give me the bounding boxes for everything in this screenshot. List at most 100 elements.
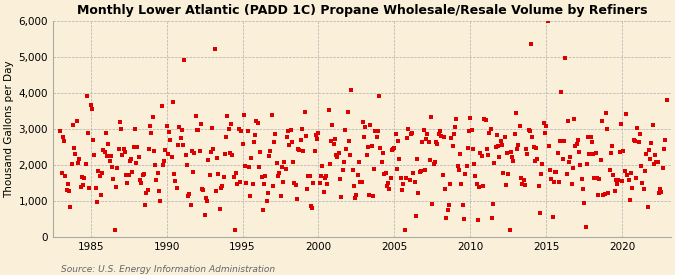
Point xyxy=(271,161,282,165)
Point xyxy=(344,139,354,143)
Point xyxy=(614,150,625,155)
Point xyxy=(622,172,632,177)
Point xyxy=(579,201,590,205)
Point xyxy=(86,107,97,111)
Point xyxy=(264,154,275,158)
Point xyxy=(140,203,151,207)
Point xyxy=(630,139,641,144)
Point xyxy=(425,158,435,163)
Point xyxy=(300,134,311,138)
Point xyxy=(660,138,671,142)
Point xyxy=(317,164,327,168)
Point xyxy=(546,177,557,181)
Point xyxy=(199,213,210,218)
Point xyxy=(542,19,553,23)
Point xyxy=(304,174,315,178)
Point xyxy=(134,155,144,159)
Point xyxy=(652,160,663,164)
Point xyxy=(124,159,135,164)
Point xyxy=(337,168,348,172)
Point xyxy=(498,170,509,175)
Point xyxy=(445,182,456,186)
Point xyxy=(493,144,504,148)
Point xyxy=(189,151,200,155)
Point xyxy=(60,174,71,178)
Point xyxy=(524,129,535,133)
Point xyxy=(205,150,216,154)
Point xyxy=(234,127,244,131)
Point xyxy=(260,174,271,178)
Point xyxy=(195,122,206,127)
Point xyxy=(397,188,408,192)
Point xyxy=(439,187,450,192)
Point xyxy=(289,181,300,186)
Point xyxy=(497,143,508,147)
Point xyxy=(428,162,439,166)
Point xyxy=(292,196,302,201)
Point xyxy=(346,88,357,92)
Point xyxy=(559,139,570,143)
Point xyxy=(293,147,304,151)
Point xyxy=(618,149,629,153)
Point xyxy=(72,119,82,123)
Point xyxy=(244,164,254,169)
Point xyxy=(114,120,125,125)
Point xyxy=(83,131,94,135)
Point xyxy=(374,94,385,98)
Point xyxy=(373,129,383,133)
Point xyxy=(90,185,101,190)
Point xyxy=(490,144,501,149)
Point xyxy=(601,126,612,131)
Point xyxy=(522,152,533,156)
Point xyxy=(466,128,477,132)
Point xyxy=(549,169,560,174)
Point xyxy=(533,184,544,188)
Point xyxy=(352,172,363,177)
Point xyxy=(418,128,429,133)
Point xyxy=(335,177,346,181)
Point xyxy=(535,210,545,215)
Point xyxy=(246,156,256,160)
Point xyxy=(126,157,136,161)
Point xyxy=(323,108,334,112)
Point xyxy=(185,202,196,207)
Point xyxy=(122,180,133,185)
Point xyxy=(63,182,74,186)
Point xyxy=(156,103,167,108)
Point xyxy=(319,176,330,180)
Point xyxy=(259,182,269,186)
Point xyxy=(232,182,243,186)
Point xyxy=(458,217,469,221)
Point xyxy=(570,144,580,148)
Point xyxy=(354,160,364,164)
Point xyxy=(355,180,366,184)
Point xyxy=(230,227,240,232)
Point xyxy=(202,199,213,204)
Point xyxy=(341,147,352,151)
Point xyxy=(157,163,168,167)
Point xyxy=(179,58,190,62)
Point xyxy=(274,171,285,175)
Point xyxy=(495,139,506,143)
Point xyxy=(281,135,292,139)
Point xyxy=(481,147,492,151)
Title: Monthly Lower Atlantic (PADD 1C) Propane Wholesale/Resale Volume by Refiners: Monthly Lower Atlantic (PADD 1C) Propane… xyxy=(76,4,647,17)
Point xyxy=(396,176,406,180)
Point xyxy=(516,175,526,180)
Point xyxy=(645,157,655,161)
Point xyxy=(468,146,479,151)
Point xyxy=(475,151,486,156)
Point xyxy=(508,159,519,163)
Point xyxy=(636,164,647,168)
Point xyxy=(236,129,246,133)
Point xyxy=(78,182,88,187)
Point xyxy=(270,131,281,136)
Point xyxy=(387,148,398,152)
Point xyxy=(213,172,224,176)
Point xyxy=(575,162,586,167)
Point xyxy=(115,127,126,132)
Point xyxy=(436,134,447,139)
Point xyxy=(653,190,664,195)
Point xyxy=(633,139,644,144)
Point xyxy=(242,129,253,134)
